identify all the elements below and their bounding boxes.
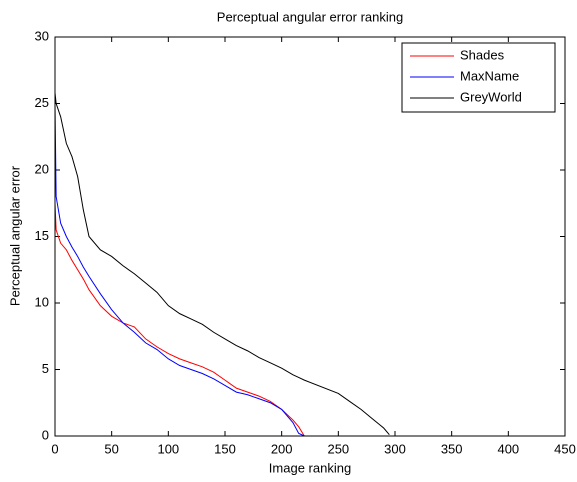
- y-tick-label: 0: [42, 427, 49, 442]
- axes-box: [54, 36, 566, 437]
- x-tick-label: 100: [157, 441, 179, 456]
- y-tick-label: 25: [35, 95, 49, 110]
- x-tick-label: 0: [51, 441, 58, 456]
- legend-label: MaxName: [460, 68, 519, 83]
- legend-label: Shades: [460, 47, 505, 62]
- x-tick-label: 150: [214, 441, 236, 456]
- y-tick-label: 5: [42, 361, 49, 376]
- x-tick-label: 250: [327, 441, 349, 456]
- y-tick-label: 10: [35, 294, 49, 309]
- x-tick-label: 450: [554, 441, 576, 456]
- x-tick-label: 350: [441, 441, 463, 456]
- x-tick-label: 50: [104, 441, 118, 456]
- y-tick-label: 30: [35, 28, 49, 43]
- x-tick-label: 400: [497, 441, 519, 456]
- x-tick-label: 200: [271, 441, 293, 456]
- y-tick-label: 20: [35, 161, 49, 176]
- x-axis-label: Image ranking: [269, 460, 351, 475]
- chart-title: Perceptual angular error ranking: [217, 9, 403, 24]
- y-axis-label: Perceptual angular error: [7, 165, 22, 306]
- legend-label: GreyWorld: [460, 89, 522, 104]
- y-tick-label: 15: [35, 228, 49, 243]
- line-series: [54, 92, 390, 435]
- x-tick-label: 300: [384, 441, 406, 456]
